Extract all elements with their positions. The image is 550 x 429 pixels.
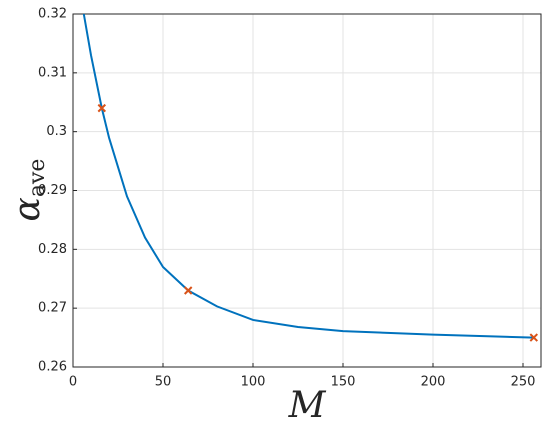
x-tick-label: 0	[69, 375, 77, 390]
x-tick-label: 200	[421, 375, 446, 390]
y-tick-label: 0.27	[38, 301, 67, 316]
marker	[529, 333, 539, 342]
y-tick-label: 0.26	[38, 360, 67, 375]
x-tick-label: 50	[155, 375, 172, 390]
plot-frame	[72, 13, 542, 368]
marker	[97, 103, 107, 113]
x-tick-label: 250	[511, 375, 536, 390]
x-tick-label: 100	[241, 375, 266, 390]
y-tick-label: 0.32	[38, 7, 67, 22]
y-tick-label: 0.3	[46, 124, 67, 139]
y-label-symbol: α	[7, 197, 48, 221]
marker	[183, 286, 193, 295]
y-axis-label: αave	[7, 159, 50, 222]
y-tick-label: 0.31	[38, 65, 67, 80]
y-label-subscript: ave	[25, 159, 50, 198]
y-tick-label: 0.29	[38, 183, 67, 198]
y-tick-label: 0.28	[38, 242, 67, 257]
x-tick-label: 150	[331, 375, 356, 390]
curve	[82, 13, 534, 339]
x-axis-label: M	[288, 385, 327, 426]
